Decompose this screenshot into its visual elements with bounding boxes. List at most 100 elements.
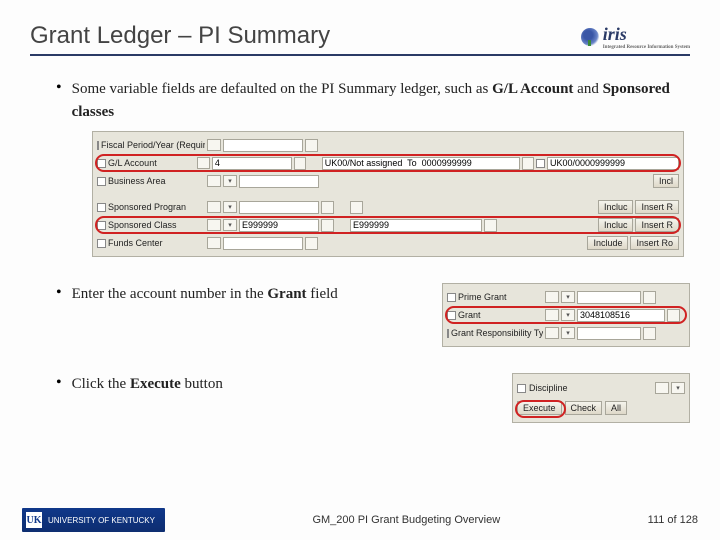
checkbox-icon[interactable]: [97, 203, 106, 212]
sap-input[interactable]: [350, 219, 482, 232]
footer-center: GM_200 PI Grant Budgeting Overview: [312, 514, 500, 526]
status-icon[interactable]: [545, 309, 559, 321]
sap-field-label: Prime Grant: [447, 292, 543, 302]
insert-row-button[interactable]: Insert R: [635, 200, 679, 214]
sap-input[interactable]: [223, 237, 303, 250]
checkbox-icon[interactable]: [517, 384, 526, 393]
sap-input[interactable]: [223, 139, 303, 152]
status-icon[interactable]: [207, 201, 221, 213]
bullet-dot-icon: •: [56, 78, 62, 99]
execute-button[interactable]: Execute: [517, 401, 562, 415]
sap-field-label: Discipline: [529, 383, 568, 393]
sap-field-label: Sponsored Class: [97, 220, 205, 230]
insert-row-button[interactable]: Insert Ro: [630, 236, 679, 250]
bullet-3: • Click the Execute button: [56, 373, 504, 396]
f4-help-icon[interactable]: [321, 201, 334, 214]
status-icon[interactable]: [655, 382, 669, 394]
sap-row: Fiscal Period/Year (Required) (?): [97, 137, 679, 153]
checkbox-icon[interactable]: [447, 293, 456, 302]
sap-field-label: Grant: [447, 310, 543, 320]
f4-help-icon[interactable]: [484, 219, 497, 232]
f4-help-icon[interactable]: [305, 139, 318, 152]
iris-logo-text: iris: [603, 24, 627, 44]
bullet-2-text: Enter the account number in the Grant fi…: [72, 283, 434, 306]
checkbox-icon[interactable]: [97, 141, 99, 150]
include-button[interactable]: Include: [587, 236, 628, 250]
dropdown-icon[interactable]: [561, 291, 575, 303]
all-button[interactable]: All: [605, 401, 627, 415]
sap-grant-form: Prime Grant Grant Grant Responsibility Typ…: [442, 283, 690, 347]
f4-help-icon[interactable]: [321, 219, 334, 232]
sap-input[interactable]: [577, 291, 641, 304]
uk-logo-full: UNIVERSITY OF KENTUCKY: [48, 516, 155, 525]
footer: UK UNIVERSITY OF KENTUCKY GM_200 PI Gran…: [0, 508, 720, 532]
f4-help-icon[interactable]: [294, 157, 306, 170]
status-icon[interactable]: [545, 327, 559, 339]
checkbox-icon[interactable]: [97, 221, 106, 230]
sap-row: Grant Responsibility Type: [447, 325, 685, 341]
sap-row: Business Area Incl: [97, 173, 679, 189]
iris-logo-subtitle: Integrated Resource Information System: [603, 45, 690, 50]
f4-help-icon[interactable]: [643, 327, 656, 340]
sap-field-label: Fiscal Period/Year (Required) (?): [97, 140, 205, 150]
sap-row: Sponsored Progran InclucInsert R: [97, 199, 679, 215]
dropdown-icon[interactable]: [561, 327, 575, 339]
dropdown-icon[interactable]: [223, 175, 237, 187]
dropdown-icon[interactable]: [223, 219, 237, 231]
checkbox-icon[interactable]: [97, 239, 106, 248]
uk-logo-short: UK: [26, 512, 42, 528]
sap-row: Sponsored Class InclucInsert R: [97, 217, 679, 233]
checkbox-icon[interactable]: [447, 329, 449, 338]
f4-help-icon[interactable]: [350, 201, 363, 214]
sap-field-label: Grant Responsibility Type: [447, 328, 543, 338]
f4-help-icon[interactable]: [667, 309, 680, 322]
checkbox-icon[interactable]: [97, 159, 106, 168]
sap-input[interactable]: [577, 309, 665, 322]
sap-row: Prime Grant: [447, 289, 685, 305]
include-button[interactable]: Incluc: [598, 218, 634, 232]
page-title: Grant Ledger – PI Summary: [30, 22, 330, 50]
status-icon[interactable]: [207, 219, 221, 231]
status-icon[interactable]: [197, 157, 210, 169]
include-button[interactable]: Incl: [653, 174, 679, 188]
dropdown-icon[interactable]: [561, 309, 575, 321]
checkbox-icon[interactable]: [447, 311, 456, 320]
sap-execute-panel: Discipline ExecuteCheckAll: [512, 373, 690, 423]
check-button[interactable]: Check: [565, 401, 603, 415]
bullet-1: • Some variable fields are defaulted on …: [56, 78, 690, 123]
status-icon[interactable]: [207, 175, 221, 187]
bullet-3-text: Click the Execute button: [72, 373, 504, 396]
sap-input[interactable]: [239, 201, 319, 214]
bullet-dot-icon: •: [56, 373, 62, 394]
sap-row: Grant: [447, 307, 685, 323]
checkbox-icon[interactable]: [97, 177, 106, 186]
sap-field-label: G/L Account: [97, 158, 195, 168]
dropdown-icon[interactable]: [671, 382, 685, 394]
f4-help-icon[interactable]: [643, 291, 656, 304]
sap-input[interactable]: [212, 157, 292, 170]
sap-input[interactable]: [239, 175, 319, 188]
header: Grant Ledger – PI Summary iris Integrate…: [30, 22, 690, 56]
status-icon[interactable]: [545, 291, 559, 303]
sap-button-row: ExecuteCheckAll: [517, 399, 685, 417]
f4-help-icon[interactable]: [305, 237, 318, 250]
sap-field-label: Sponsored Progran: [97, 202, 205, 212]
sap-input[interactable]: [239, 219, 319, 232]
status-icon[interactable]: [207, 139, 221, 151]
dropdown-icon[interactable]: [223, 201, 237, 213]
bullet-2: • Enter the account number in the Grant …: [56, 283, 434, 306]
insert-row-button[interactable]: Insert R: [635, 218, 679, 232]
sap-input[interactable]: [547, 157, 679, 170]
bullet-dot-icon: •: [56, 283, 62, 304]
include-button[interactable]: Incluc: [598, 200, 634, 214]
bullet-1-text: Some variable fields are defaulted on th…: [72, 78, 690, 123]
iris-flower-icon: [581, 28, 599, 46]
status-icon[interactable]: [207, 237, 221, 249]
checkbox-icon[interactable]: [536, 159, 545, 168]
sap-input[interactable]: [322, 157, 520, 170]
sap-field-label: Business Area: [97, 176, 205, 186]
iris-logo: iris Integrated Resource Information Sys…: [581, 24, 690, 50]
sap-input[interactable]: [577, 327, 641, 340]
sap-row: Funds CenterIncludeInsert Ro: [97, 235, 679, 251]
f4-help-icon[interactable]: [522, 157, 534, 170]
